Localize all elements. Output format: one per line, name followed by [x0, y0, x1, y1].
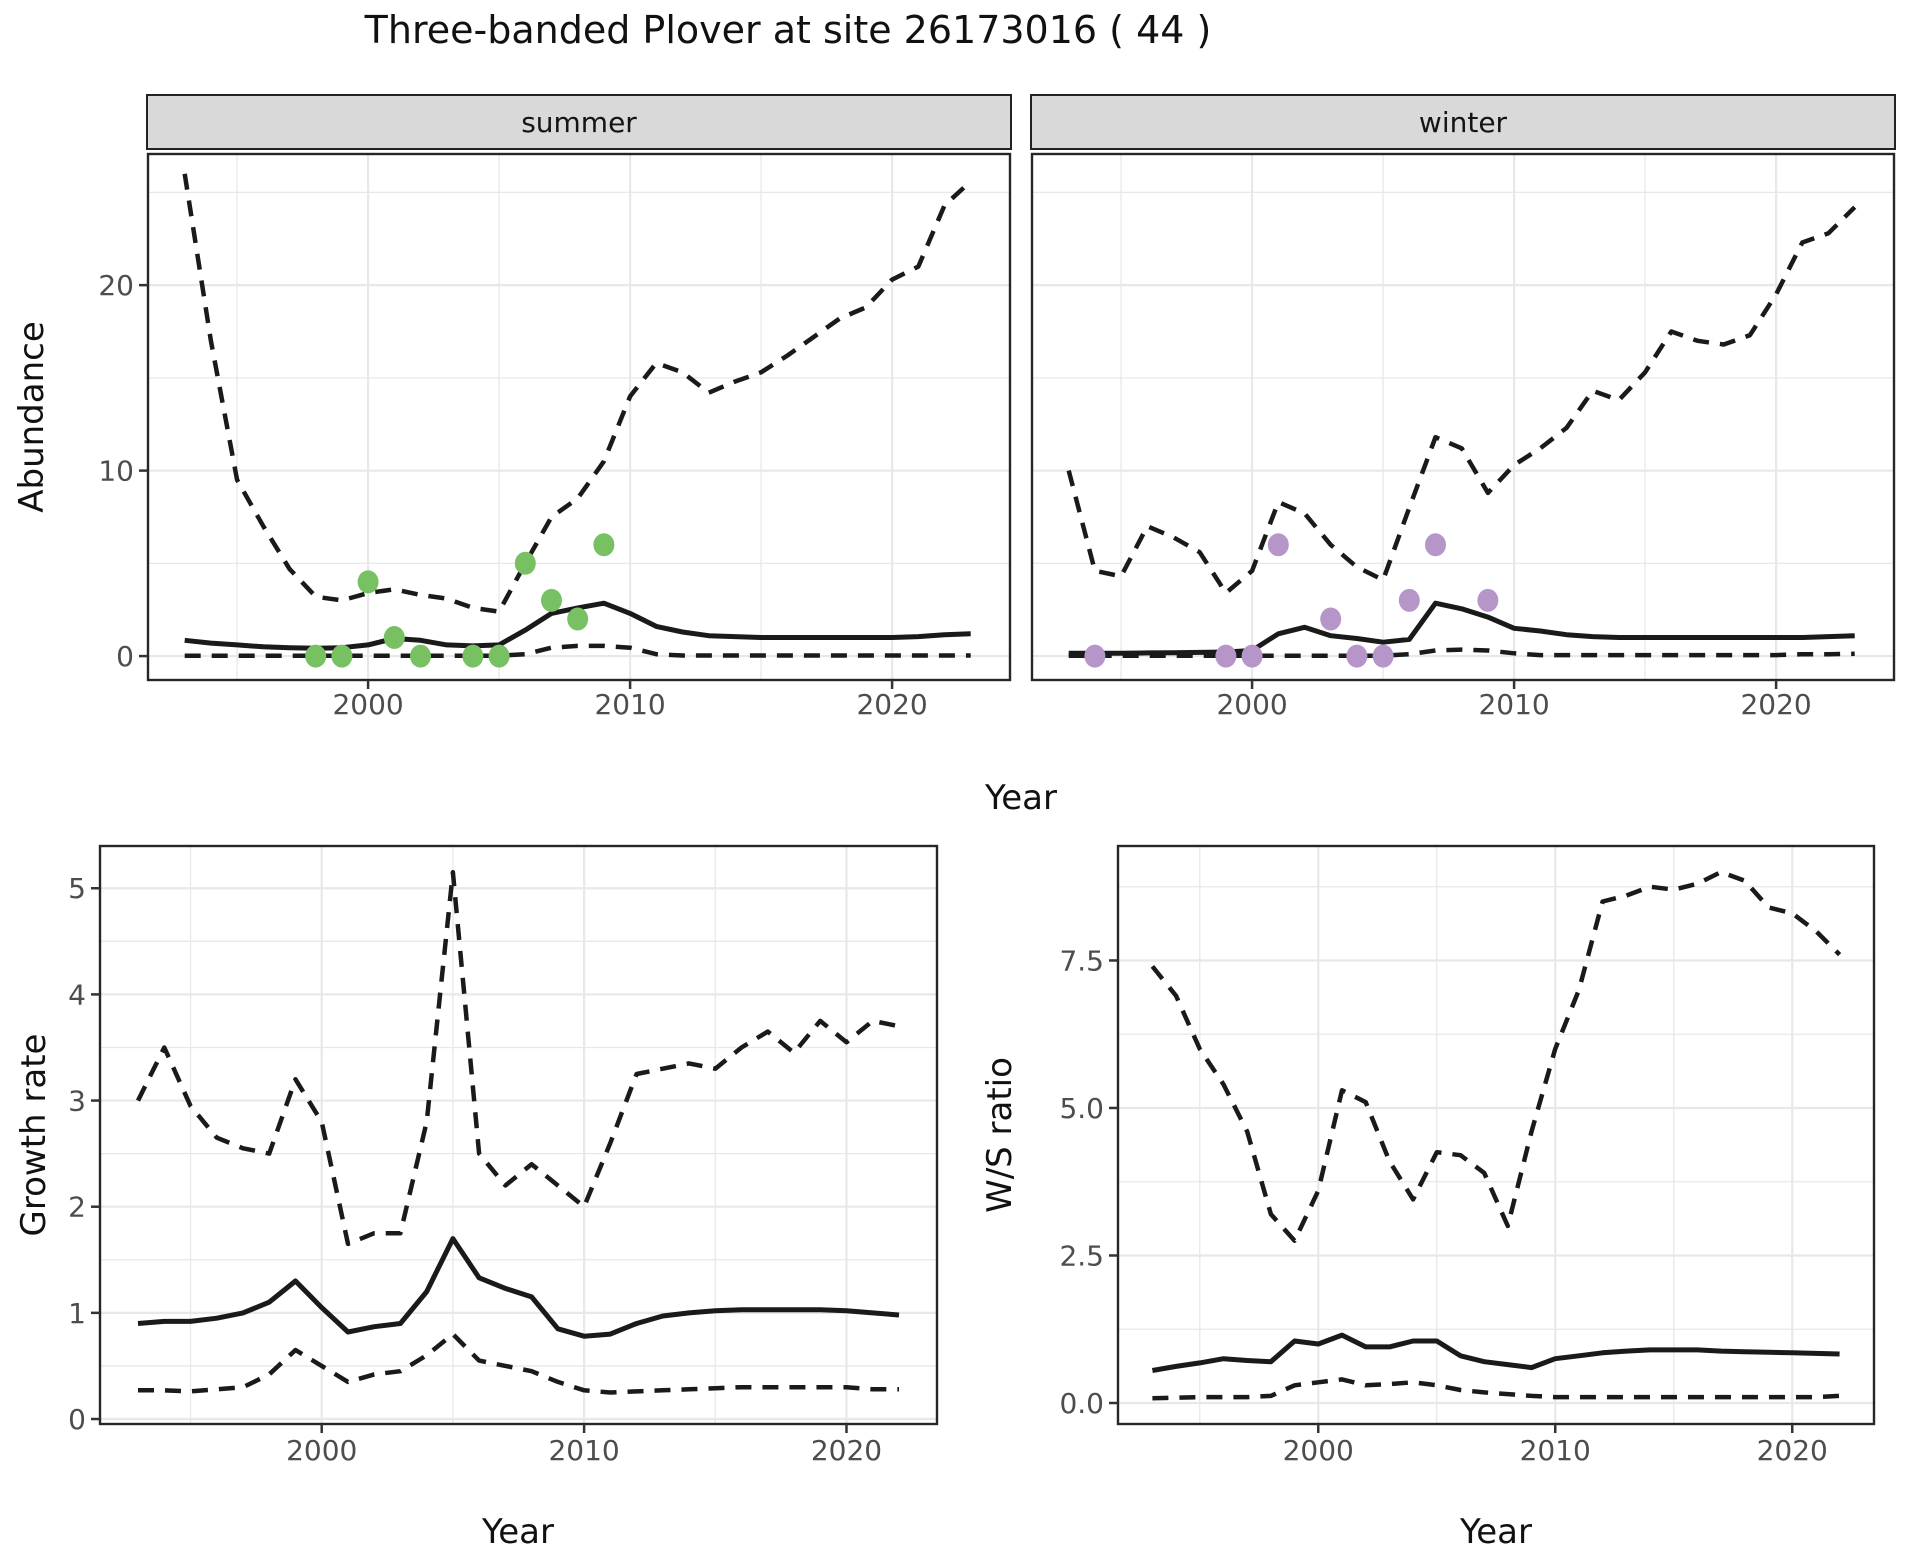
y-tick-label: 0 — [68, 1403, 86, 1436]
median-line — [1068, 600, 1855, 656]
axis-ticks: 2000 2010 2020 — [1216, 680, 1812, 721]
x-tick-label: 2010 — [1520, 1434, 1591, 1467]
x-tick-label: 2020 — [1757, 1434, 1828, 1467]
observation-dot — [593, 533, 615, 557]
observation-dot — [1084, 644, 1106, 668]
lower-ci-line — [184, 643, 971, 658]
lower-ci-line — [1068, 647, 1855, 658]
gridlines — [148, 154, 1010, 680]
observation-dot — [462, 644, 484, 668]
x-tick-label: 2000 — [332, 688, 403, 721]
x-tick-label: 2000 — [1216, 688, 1287, 721]
y-tick-label: 10 — [98, 455, 134, 488]
axis-ticks: 2000 2010 2020 0.0 2.5 5.0 7.5 — [1059, 944, 1827, 1467]
upper-ci-line — [1150, 869, 1842, 1243]
observation-dot — [305, 644, 327, 668]
x-axis-title-year-top: Year — [985, 778, 1057, 818]
y-tick-label: 2.5 — [1059, 1239, 1104, 1272]
observation-dot — [383, 626, 405, 649]
y-tick-label: 7.5 — [1059, 944, 1104, 977]
panel-border — [98, 844, 939, 1426]
upper-ci-line — [1066, 205, 1857, 596]
observation-dot — [1425, 533, 1446, 557]
observation-dot — [1346, 644, 1368, 668]
panel-growth: 2000 2010 2020 0 1 2 3 4 5 — [68, 844, 939, 1467]
y-tick-label: 20 — [98, 269, 134, 302]
upper-ci-line — [182, 173, 973, 614]
median-line — [137, 1236, 900, 1339]
series-lines — [182, 173, 973, 658]
lower-ci-line — [138, 1331, 899, 1395]
lower-ci-line — [1152, 1377, 1840, 1401]
series-lines — [1066, 205, 1857, 658]
gridlines — [1032, 154, 1894, 680]
x-tick-label: 2000 — [1283, 1434, 1354, 1467]
facet-strip-summer: summer — [146, 94, 1012, 150]
observation-dot — [1215, 644, 1237, 668]
panel-winter: 2000 2010 2020 — [1030, 152, 1896, 721]
observation-dot — [567, 607, 589, 631]
series-lines — [1150, 869, 1842, 1401]
observation-dot — [541, 588, 562, 612]
panel-ws: 2000 2010 2020 0.0 2.5 5.0 7.5 — [1059, 844, 1876, 1467]
observed-points — [1084, 533, 1499, 668]
x-axis-title-year-ws: Year — [1460, 1512, 1532, 1552]
panel-border — [1116, 844, 1876, 1426]
x-tick-label: 2000 — [286, 1434, 357, 1467]
observation-dot — [488, 644, 510, 668]
observation-dot — [1320, 607, 1342, 631]
x-axis-title-year-growth: Year — [482, 1512, 554, 1552]
facet-strip-winter-label: winter — [1418, 105, 1508, 139]
y-tick-label: 5 — [68, 872, 86, 905]
x-tick-label: 2010 — [1478, 688, 1549, 721]
figure-title: Three-banded Plover at site 26173016 ( 4… — [364, 8, 1212, 52]
upper-ci-line — [135, 870, 900, 1247]
x-tick-label: 2020 — [811, 1434, 882, 1467]
y-tick-label: 1 — [68, 1297, 86, 1330]
facet-strip-summer-label: summer — [521, 105, 637, 139]
y-tick-label: 4 — [68, 978, 86, 1011]
observation-dot — [357, 570, 379, 594]
median-line — [1151, 1332, 1840, 1373]
observation-dot — [1477, 588, 1499, 612]
observed-points — [305, 533, 615, 668]
series-lines — [135, 870, 900, 1395]
observation-dot — [1372, 644, 1394, 668]
observation-dot — [331, 644, 353, 668]
y-tick-label: 0.0 — [1059, 1387, 1104, 1420]
panel-border — [1030, 152, 1896, 682]
panel-border — [146, 152, 1012, 682]
y-tick-label: 5.0 — [1059, 1092, 1104, 1125]
y-tick-label: 0 — [116, 640, 134, 673]
axis-ticks: 2000 2010 2020 0 10 20 — [98, 269, 927, 721]
observation-dot — [1398, 588, 1420, 612]
gridlines — [100, 846, 937, 1424]
observation-dot — [1241, 644, 1263, 668]
gridlines — [1118, 846, 1874, 1424]
observation-dot — [410, 644, 431, 668]
y-tick-label: 3 — [68, 1085, 86, 1118]
panel-summer: 2000 2010 2020 0 10 20 — [98, 152, 1012, 721]
x-tick-label: 2010 — [548, 1434, 619, 1467]
observation-dot — [1267, 533, 1289, 557]
x-tick-label: 2010 — [594, 688, 665, 721]
y-tick-label: 2 — [68, 1191, 86, 1224]
x-tick-label: 2020 — [856, 688, 927, 721]
x-tick-label: 2020 — [1740, 688, 1811, 721]
observation-dot — [514, 551, 536, 575]
facet-strip-winter: winter — [1030, 94, 1896, 150]
axis-ticks: 2000 2010 2020 0 1 2 3 4 5 — [68, 872, 882, 1467]
